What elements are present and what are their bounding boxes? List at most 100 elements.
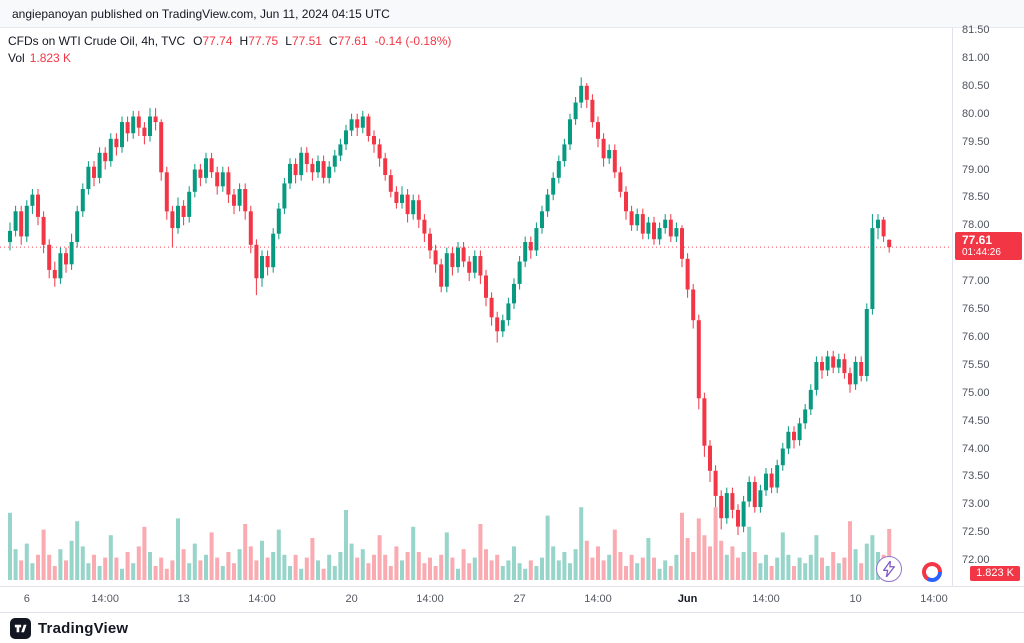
volume-bar [506, 560, 511, 580]
candle-body [652, 222, 656, 240]
publish-info-text: angiepanoyan published on TradingView.co… [12, 6, 390, 21]
price-axis[interactable]: 77.61 01:44:26 1.823 K 81.50 81.00 80.50 80… [953, 24, 1024, 586]
volume-bar [170, 560, 175, 580]
candle-body [792, 431, 796, 441]
volume-bar [607, 554, 612, 580]
candle-body [640, 214, 645, 234]
volume-bar [674, 554, 679, 580]
volume-bar [209, 532, 214, 580]
price-axis-label: 77.00 [962, 275, 990, 288]
candle-body [254, 244, 259, 279]
price-axis-label: 79.50 [962, 135, 990, 148]
volume-bar [114, 557, 119, 580]
price-axis-label: 73.50 [962, 470, 990, 483]
candle-body [685, 258, 690, 290]
candle-body [540, 211, 544, 228]
candle-body [187, 191, 192, 217]
candle-body [428, 233, 432, 251]
candle-body [870, 228, 875, 309]
candle-body [288, 163, 292, 184]
candle-body [797, 423, 802, 441]
candlestick-chart[interactable] [0, 28, 952, 586]
candle-body [831, 356, 836, 368]
candle-body [36, 194, 40, 217]
volume-bar [596, 546, 600, 580]
candle-body [573, 102, 578, 120]
volume-bar [680, 512, 684, 580]
volume-bar [254, 560, 259, 580]
price-axis-label: 73.00 [962, 498, 990, 511]
volume-bar [360, 549, 365, 580]
volume-bar [523, 568, 528, 580]
candle-body [696, 320, 701, 399]
chart-pane[interactable]: CFDs on WTI Crude Oil, 4h, TVC O77.74 H77.… [0, 28, 953, 586]
volume-bar [786, 554, 791, 580]
candle-body [400, 194, 404, 203]
volume-bar [120, 568, 124, 580]
price-axis-label: 78.00 [962, 219, 990, 232]
volume-bar [327, 554, 332, 580]
volume-bar [321, 568, 326, 580]
candle-body [803, 409, 808, 424]
volume-bar [355, 557, 360, 580]
candle-body [237, 189, 242, 206]
price-axis-label: 72.00 [962, 554, 990, 567]
candle-body [769, 473, 774, 488]
candle-body [69, 242, 74, 265]
candle-body [876, 219, 880, 229]
candle-body [80, 189, 85, 212]
volume-bar [215, 557, 220, 580]
current-price-badge: 77.61 01:44:26 [955, 232, 1022, 261]
time-axis-label: 14:00 [248, 593, 276, 605]
volume-bar [484, 549, 488, 580]
volume-bar [125, 552, 130, 580]
candle-body [825, 356, 830, 371]
volume-bar [316, 560, 320, 580]
pie-chart-icon[interactable] [921, 561, 943, 583]
time-axis-label: 14:00 [91, 593, 119, 605]
candle-body [820, 362, 824, 371]
tradingview-logo[interactable] [10, 617, 31, 639]
volume-bar [713, 507, 718, 580]
volume-bar [842, 557, 847, 580]
volume-bar [803, 563, 808, 580]
candle-body [495, 317, 500, 332]
candle-body [24, 205, 29, 237]
time-axis-label: 27 [513, 593, 526, 605]
volume-bar [181, 549, 186, 580]
volume-bar [248, 546, 253, 580]
volume-bar [103, 557, 108, 580]
volume-bar [36, 554, 40, 580]
time-axis[interactable]: 6 14:00 13 14:00 20 14:00 27 14:00 Jun 14:00 10 14:… [0, 586, 1024, 612]
candle-body [881, 219, 886, 237]
volume-bar [450, 557, 455, 580]
volume-bar [187, 563, 192, 580]
boost-button[interactable] [876, 556, 902, 582]
candle-body [780, 448, 785, 466]
candle-body [304, 152, 309, 164]
volume-bar [80, 546, 85, 580]
time-axis-label: 13 [177, 593, 190, 605]
volume-bar [775, 557, 780, 580]
candle-body [584, 85, 589, 100]
candle-body [125, 122, 130, 134]
candle-body [814, 362, 819, 390]
candle-body [344, 130, 348, 145]
candle-body [456, 247, 460, 268]
candle-body [635, 214, 640, 226]
candle-body [848, 373, 852, 385]
volume-bar [366, 563, 371, 580]
volume-bar [64, 560, 68, 580]
candle-body [568, 119, 572, 145]
volume-bar [814, 535, 819, 580]
candle-body [450, 253, 455, 268]
candle-body [282, 183, 287, 209]
price-axis-label: 76.00 [962, 330, 990, 343]
volume-bar [411, 526, 416, 580]
candle-body [220, 172, 225, 187]
candle-body [232, 194, 236, 206]
candle-body [607, 150, 612, 159]
candle-body [19, 211, 24, 237]
volume-bar [612, 529, 617, 580]
volume-bar [719, 540, 724, 580]
